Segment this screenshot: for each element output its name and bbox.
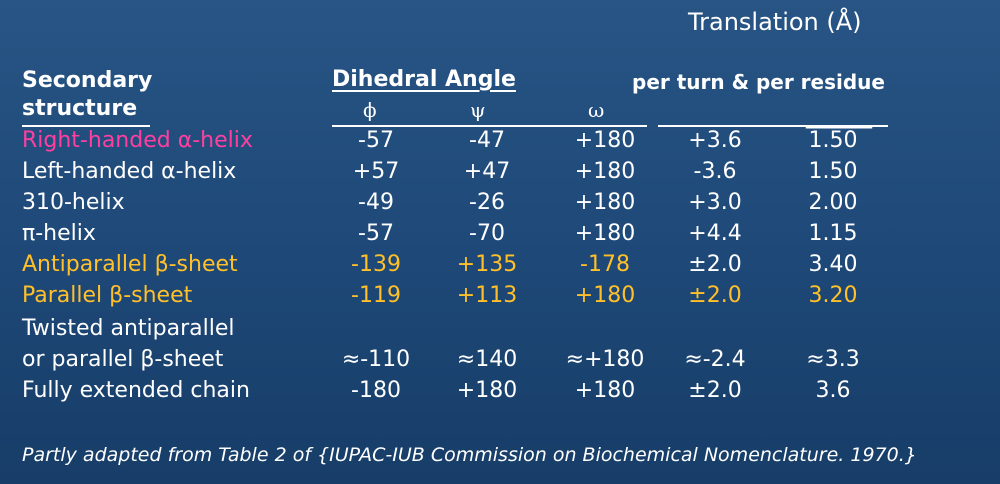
row-omega: ≈+180: [565, 347, 645, 372]
row-per-residue: 3.20: [808, 283, 858, 308]
row-name: Twisted antiparallel: [22, 316, 235, 341]
row-omega: +180: [574, 159, 636, 184]
row-name: Fully extended chain: [22, 378, 250, 403]
row-per-turn: +3.0: [688, 190, 742, 215]
row-psi: +135: [456, 252, 518, 277]
row-per-turn: +3.6: [688, 128, 742, 153]
header-dihedral-angle: Dihedral Angle: [332, 67, 516, 92]
row-per-turn: ±2.0: [688, 252, 742, 277]
row-per-residue: 3.6: [815, 378, 851, 403]
row-psi: -70: [469, 221, 505, 246]
translation-title: Translation (Å): [688, 8, 862, 36]
header-structure: structure: [22, 96, 138, 121]
header-blank-underline: ______: [806, 104, 872, 129]
row-omega: +180: [574, 378, 636, 403]
row-psi: -47: [469, 128, 505, 153]
row-phi: -139: [351, 252, 401, 277]
row-name: Antiparallel β-sheet: [22, 252, 238, 277]
row-per-residue: 3.40: [808, 252, 858, 277]
row-omega: +180: [574, 190, 636, 215]
row-name: Left-handed α-helix: [22, 159, 237, 184]
row-omega: +180: [574, 221, 636, 246]
row-per-residue: 2.00: [808, 190, 858, 215]
row-phi: +57: [352, 159, 400, 184]
row-per-residue: 1.50: [808, 159, 858, 184]
row-omega: +180: [574, 128, 636, 153]
header-omega: ω: [588, 98, 605, 122]
row-phi: -180: [351, 378, 401, 403]
row-per-turn: ±2.0: [688, 283, 742, 308]
header-rule-angles: [332, 125, 647, 127]
row-per-residue: 1.50: [808, 128, 858, 153]
row-per-turn: ±2.0: [688, 378, 742, 403]
footer-citation: Partly adapted from Table 2 of {IUPAC-IU…: [22, 444, 917, 466]
header-rule-translation: [658, 125, 888, 127]
row-name: 310-helix: [22, 190, 125, 215]
row-per-residue: 1.15: [808, 221, 858, 246]
row-per-turn: ≈-2.4: [684, 347, 746, 372]
row-per-turn: -3.6: [693, 159, 737, 184]
row-name: π-helix: [22, 221, 96, 246]
header-rule-structure: [22, 125, 150, 127]
row-psi: +47: [463, 159, 511, 184]
row-psi: +113: [456, 283, 518, 308]
header-secondary: Secondary: [22, 68, 153, 93]
row-phi: -119: [351, 283, 401, 308]
row-per-residue: ≈3.3: [806, 347, 860, 372]
row-phi: -57: [358, 128, 394, 153]
row-name: or parallel β-sheet: [22, 347, 224, 372]
row-omega: +180: [574, 283, 636, 308]
row-name: Parallel β-sheet: [22, 283, 193, 308]
header-phi: ϕ: [363, 98, 377, 122]
row-phi: -57: [358, 221, 394, 246]
row-phi: ≈-110: [341, 347, 411, 372]
header-per-turn-residue: per turn & per residue: [632, 70, 885, 94]
row-psi: ≈140: [456, 347, 518, 372]
header-psi: ψ: [470, 98, 486, 122]
row-name: Right-handed α-helix: [22, 128, 253, 153]
row-psi: -26: [469, 190, 505, 215]
row-omega: -178: [580, 252, 630, 277]
row-per-turn: +4.4: [688, 221, 742, 246]
row-phi: -49: [358, 190, 394, 215]
row-psi: +180: [456, 378, 518, 403]
